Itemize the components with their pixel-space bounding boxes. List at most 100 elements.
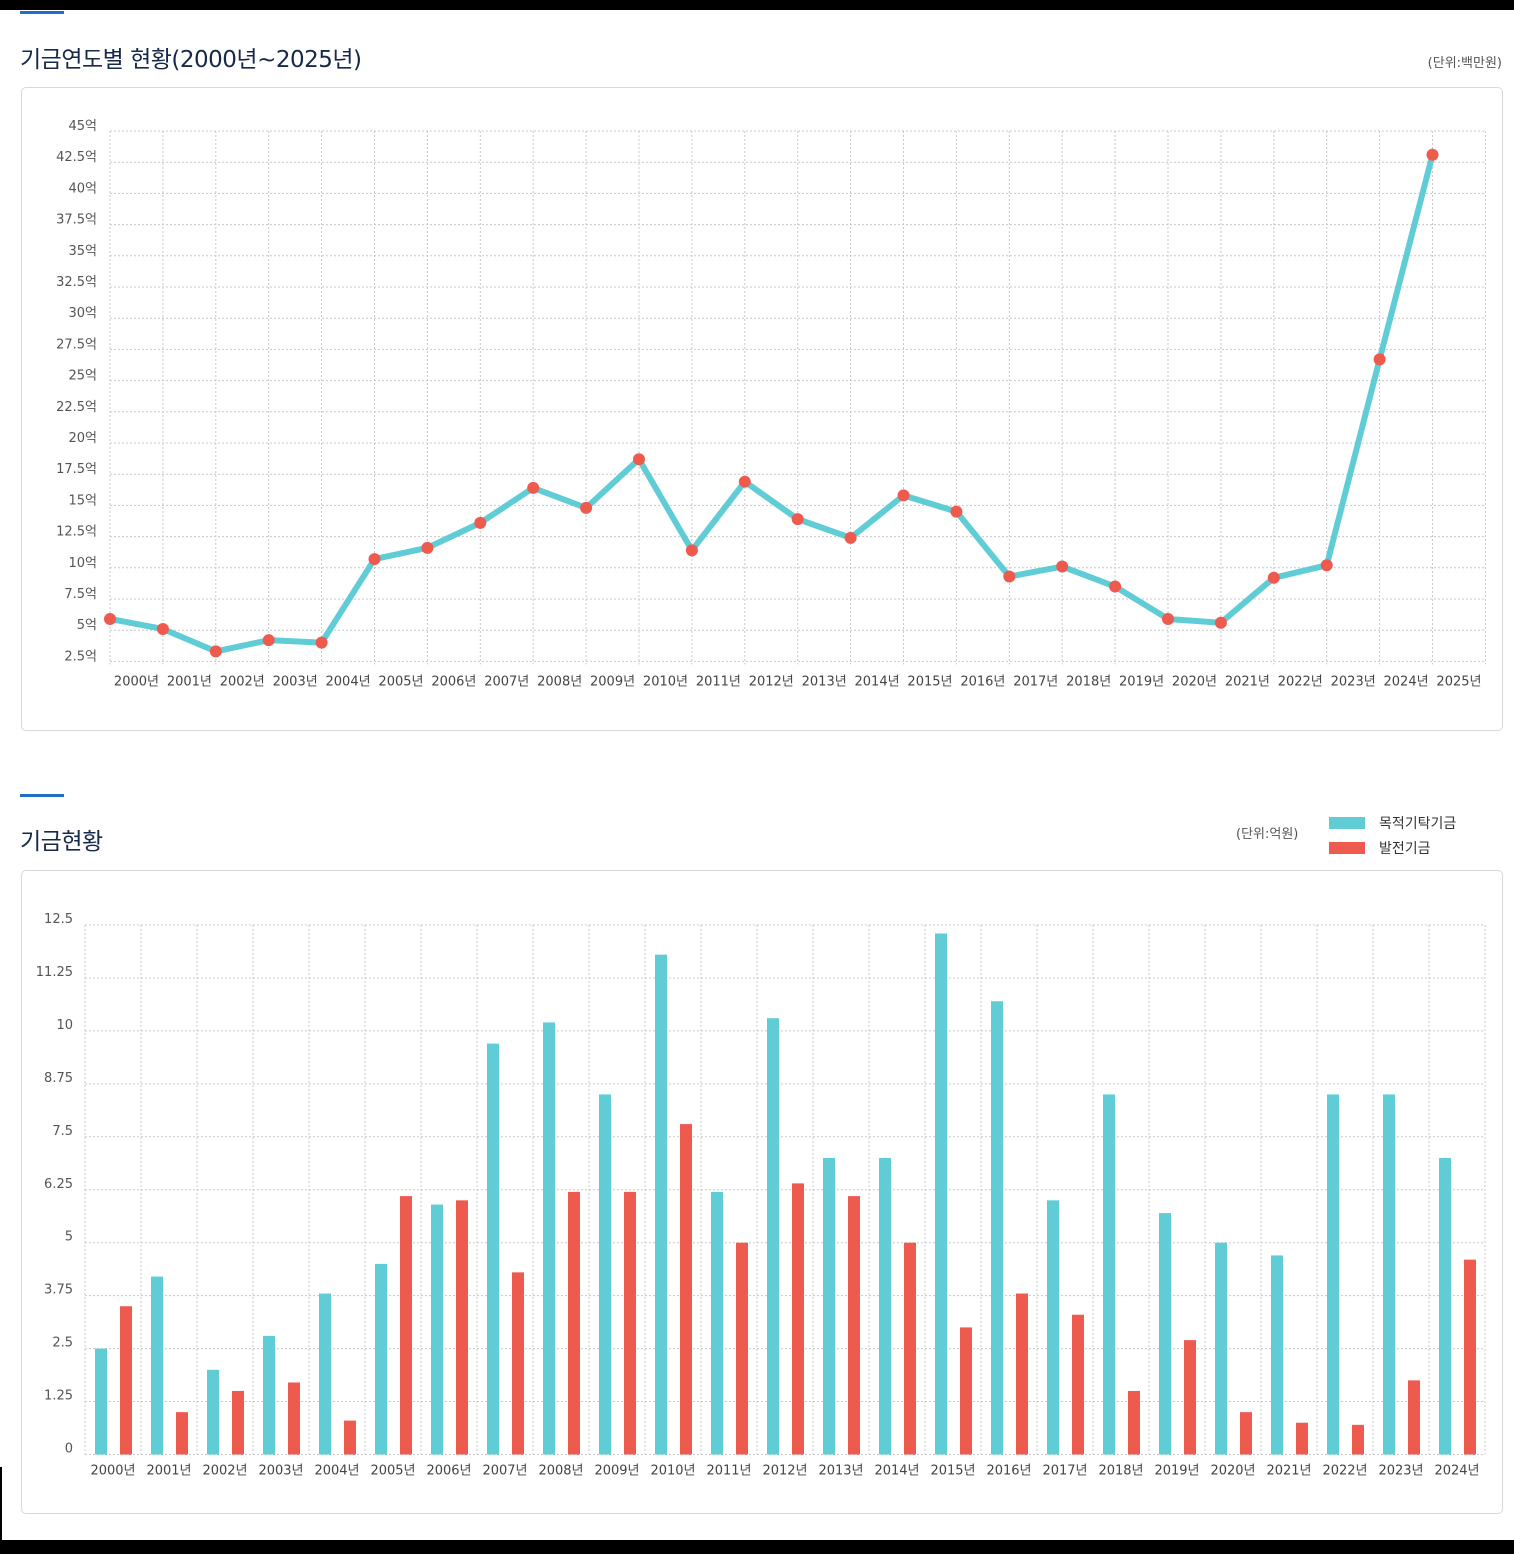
data-point-marker[interactable]: [1320, 559, 1333, 572]
bar-purpose-fund[interactable]: [543, 1022, 555, 1455]
bar-purpose-fund[interactable]: [1383, 1094, 1395, 1455]
bar-purpose-fund[interactable]: [1159, 1213, 1171, 1455]
bar-development-fund[interactable]: [288, 1382, 300, 1455]
bar-development-fund[interactable]: [568, 1191, 580, 1455]
bar-purpose-fund[interactable]: [487, 1043, 499, 1455]
x-axis-tick-label: 2005년: [370, 1464, 415, 1479]
bar-development-fund[interactable]: [680, 1124, 692, 1455]
data-point-marker[interactable]: [738, 475, 751, 488]
data-point-marker[interactable]: [1162, 612, 1174, 625]
bar-purpose-fund[interactable]: [1271, 1255, 1283, 1455]
bar-development-fund[interactable]: [624, 1191, 636, 1455]
y-axis-tick-label: 2.5억: [64, 649, 97, 664]
x-axis-tick-label: 2016년: [960, 674, 1005, 689]
bar-purpose-fund[interactable]: [823, 1157, 835, 1455]
bar-purpose-fund[interactable]: [879, 1157, 891, 1455]
data-point-marker[interactable]: [474, 516, 487, 529]
data-point-marker[interactable]: [368, 553, 381, 566]
bar-purpose-fund[interactable]: [991, 1001, 1003, 1455]
bar-development-fund[interactable]: [1296, 1422, 1308, 1455]
bar-purpose-fund[interactable]: [1047, 1200, 1059, 1455]
bar-development-fund[interactable]: [176, 1412, 188, 1455]
bar-purpose-fund[interactable]: [711, 1191, 723, 1455]
bar-development-fund[interactable]: [1016, 1293, 1028, 1455]
x-axis-tick-label: 2000년: [114, 674, 159, 689]
legend-item-purpose-fund: 목적기탁기금: [1329, 810, 1456, 835]
y-axis-tick-label: 37.5억: [56, 213, 97, 228]
data-point-marker[interactable]: [421, 541, 434, 554]
data-point-marker[interactable]: [1214, 616, 1227, 629]
bar-purpose-fund[interactable]: [431, 1204, 443, 1455]
data-point-marker[interactable]: [633, 453, 645, 466]
bar-development-fund[interactable]: [848, 1196, 860, 1455]
bar-development-fund[interactable]: [344, 1420, 356, 1455]
data-point-marker[interactable]: [1267, 571, 1280, 584]
line-chart: 2.5억 5억 7.5억 10억 12.5억 15억 17.5억 20억 22.5억 25억 27.…: [56, 119, 1486, 689]
section2-accent-bar: [20, 794, 64, 797]
bar-purpose-fund[interactable]: [935, 933, 947, 1455]
bar-development-fund[interactable]: [1408, 1380, 1420, 1455]
bar-purpose-fund[interactable]: [655, 954, 667, 1455]
data-point-marker[interactable]: [1056, 560, 1069, 573]
bar-development-fund[interactable]: [904, 1242, 916, 1455]
data-point-marker[interactable]: [262, 634, 275, 647]
bar-development-fund[interactable]: [400, 1196, 412, 1455]
bar-development-fund[interactable]: [120, 1306, 132, 1455]
data-point-marker[interactable]: [844, 531, 857, 544]
bar-purpose-fund[interactable]: [207, 1369, 219, 1455]
data-point-marker[interactable]: [791, 513, 804, 526]
data-point-marker[interactable]: [1426, 148, 1439, 161]
x-axis-tick-label: 2011년: [706, 1464, 751, 1479]
data-point-marker[interactable]: [580, 501, 593, 514]
bar-chart-card: 0 1.25 2.5 3.75 5 6.25 7.5 8.75 10 11.25 12.5 2000년…: [21, 870, 1503, 1514]
bar-chart-grid: [84, 924, 1486, 1455]
bar-purpose-fund[interactable]: [95, 1348, 107, 1455]
bar-purpose-fund[interactable]: [599, 1094, 611, 1455]
bar-development-fund[interactable]: [1072, 1314, 1084, 1455]
data-point-marker[interactable]: [527, 481, 540, 494]
x-axis-tick-label: 2002년: [220, 674, 265, 689]
x-axis-tick-label: 2014년: [855, 674, 900, 689]
bar-purpose-fund[interactable]: [375, 1263, 387, 1455]
data-point-marker[interactable]: [1109, 580, 1122, 593]
bar-purpose-fund[interactable]: [1103, 1094, 1115, 1455]
y-axis-tick-label: 6.25: [44, 1177, 73, 1192]
x-axis-tick-label: 2004년: [314, 1464, 359, 1479]
y-axis-tick-label: 7.5억: [64, 587, 97, 602]
bar-purpose-fund[interactable]: [151, 1276, 163, 1455]
bar-development-fund[interactable]: [1240, 1412, 1252, 1455]
x-axis-tick-label: 2003년: [273, 674, 318, 689]
y-axis-tick-label: 7.5: [52, 1124, 73, 1139]
x-axis-tick-label: 2003년: [258, 1464, 303, 1479]
data-point-marker[interactable]: [950, 505, 963, 518]
data-point-marker[interactable]: [685, 544, 698, 557]
bar-development-fund[interactable]: [736, 1242, 748, 1455]
data-point-marker[interactable]: [315, 636, 328, 649]
x-axis-tick-label: 2021년: [1266, 1464, 1311, 1479]
bar-development-fund[interactable]: [456, 1200, 468, 1455]
legend-item-development-fund: 발전기금: [1329, 835, 1456, 860]
data-point-marker[interactable]: [1003, 570, 1016, 583]
data-point-marker[interactable]: [156, 622, 169, 635]
page: 기금연도별 현황(2000년~2025년) (단위:백만원) 2.5억 5억 7.5…: [0, 10, 1514, 1540]
bar-purpose-fund[interactable]: [767, 1018, 779, 1455]
bar-purpose-fund[interactable]: [1327, 1094, 1339, 1455]
y-axis-tick-label: 8.75: [44, 1071, 73, 1086]
bar-purpose-fund[interactable]: [1439, 1157, 1451, 1455]
x-axis-tick-label: 2006년: [431, 674, 476, 689]
bar-development-fund[interactable]: [1464, 1259, 1476, 1455]
data-point-marker[interactable]: [209, 645, 222, 658]
bar-development-fund[interactable]: [232, 1390, 244, 1455]
bar-development-fund[interactable]: [792, 1183, 804, 1455]
data-point-marker[interactable]: [104, 612, 116, 625]
bar-development-fund[interactable]: [512, 1272, 524, 1455]
bar-purpose-fund[interactable]: [1215, 1242, 1227, 1455]
bar-development-fund[interactable]: [1184, 1340, 1196, 1455]
data-point-marker[interactable]: [897, 489, 910, 502]
bar-development-fund[interactable]: [1352, 1424, 1364, 1455]
bar-development-fund[interactable]: [1128, 1390, 1140, 1455]
data-point-marker[interactable]: [1373, 353, 1386, 366]
bar-purpose-fund[interactable]: [319, 1293, 331, 1455]
bar-purpose-fund[interactable]: [263, 1335, 275, 1455]
bar-development-fund[interactable]: [960, 1327, 972, 1455]
